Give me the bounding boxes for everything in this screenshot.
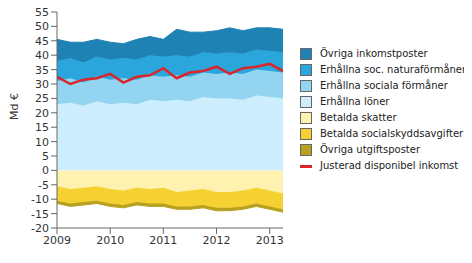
html-text:Övriga inkomstposter: Övriga inkomstposter: [320, 48, 428, 59]
svg-text:-20: -20: [31, 222, 49, 235]
html-text:Övriga utgiftsposter: Övriga utgiftsposter: [320, 144, 421, 155]
svg-text:5: 5: [42, 150, 49, 163]
svg-text:2009: 2009: [43, 234, 71, 247]
svg-text:50: 50: [35, 20, 49, 33]
svg-text:2011: 2011: [149, 234, 177, 247]
svg-text:2012: 2012: [203, 234, 231, 247]
svg-text:-15: -15: [31, 208, 49, 221]
svg-text:40: 40: [35, 49, 49, 62]
svg-text:35: 35: [35, 64, 49, 77]
html-text:Betalda skatter: Betalda skatter: [320, 112, 397, 123]
html-text:Erhållna löner: Erhållna löner: [320, 96, 390, 107]
svg-text:0: 0: [42, 164, 49, 177]
svg-text:15: 15: [35, 121, 49, 134]
html-text:Erhållna sociala förmåner: Erhållna sociala förmåner: [320, 80, 448, 91]
svg-text:20: 20: [35, 107, 49, 120]
svg-text:30: 30: [35, 78, 49, 91]
svg-text:2013: 2013: [256, 234, 284, 247]
html-text:Erhållna soc. naturaförmåner: Erhållna soc. naturaförmåner: [320, 64, 467, 75]
svg-text:-5: -5: [38, 179, 49, 192]
svg-text:2010: 2010: [96, 234, 124, 247]
svg-text:-10: -10: [31, 193, 49, 206]
svg-text:55: 55: [35, 8, 49, 19]
svg-text:45: 45: [35, 35, 49, 48]
svg-text:10: 10: [35, 136, 49, 149]
html-text:Justerad disponibel inkomst: Justerad disponibel inkomst: [320, 160, 459, 171]
html-text:Betalda socialskyddsavgifter: Betalda socialskyddsavgifter: [320, 128, 464, 139]
svg-text:25: 25: [35, 92, 49, 105]
svg-text:Md €: Md €: [8, 93, 21, 120]
